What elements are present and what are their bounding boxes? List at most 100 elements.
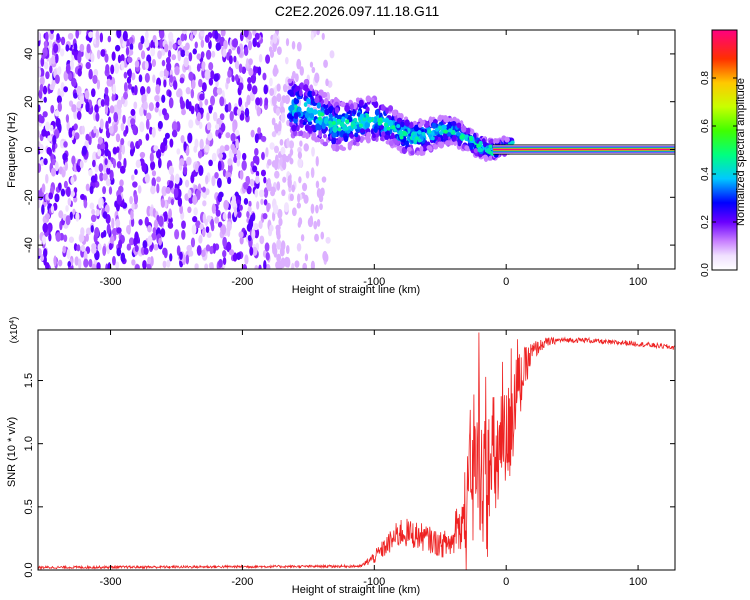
noise-cell — [271, 95, 277, 107]
noise-cell — [158, 215, 164, 227]
signal-cell — [307, 127, 313, 133]
noise-cell — [269, 87, 275, 97]
noise-cell — [91, 208, 96, 215]
noise-cell — [172, 43, 177, 50]
noise-cell — [253, 222, 259, 231]
noise-cell — [297, 221, 302, 228]
noise-cell — [227, 176, 232, 185]
signal-cell — [365, 106, 370, 113]
noise-cell — [66, 248, 71, 260]
noise-cell — [215, 42, 221, 51]
noise-cell — [232, 38, 239, 48]
noise-cell — [128, 36, 134, 44]
noise-cell — [206, 231, 212, 238]
noise-cell — [239, 169, 244, 180]
signal-cell — [316, 102, 322, 109]
noise-cell — [63, 86, 69, 93]
noise-cell — [205, 49, 212, 60]
noise-cell — [130, 210, 134, 221]
noise-cell — [160, 142, 166, 154]
noise-cell — [265, 54, 271, 64]
noise-cell — [99, 32, 104, 43]
noise-cell — [78, 50, 83, 58]
noise-cell — [54, 193, 60, 203]
noise-cell — [201, 61, 206, 72]
signal-cell — [409, 121, 414, 128]
noise-cell — [233, 207, 238, 218]
noise-cell — [222, 236, 227, 248]
noise-cell — [90, 88, 96, 98]
noise-cell — [43, 248, 48, 258]
noise-cell — [236, 252, 242, 261]
colorbar-tick-label: 0.8 — [700, 71, 711, 85]
noise-cell — [247, 77, 252, 84]
signal-peak — [358, 123, 363, 128]
noise-cell — [120, 252, 126, 263]
noise-cell — [279, 138, 284, 146]
signal-cell — [332, 125, 338, 133]
signal-cell — [504, 136, 510, 143]
signal-cell — [316, 137, 321, 143]
snr-x-tick-label: 100 — [629, 576, 647, 588]
noise-cell — [168, 41, 173, 50]
noise-cell — [278, 120, 282, 132]
noise-cell — [171, 121, 178, 132]
signal-cell — [419, 145, 424, 152]
noise-cell — [38, 248, 42, 256]
noise-cell — [42, 111, 48, 118]
chart-title: C2E2.2026.097.11.18.G11 — [275, 3, 440, 19]
spectrogram-image — [38, 30, 675, 269]
noise-cell — [158, 109, 162, 117]
noise-cell — [45, 262, 50, 269]
noise-cell — [135, 264, 140, 269]
noise-cell — [245, 175, 249, 184]
noise-cell — [200, 30, 205, 37]
noise-cell — [81, 145, 88, 155]
noise-cell — [77, 68, 82, 77]
noise-cell — [79, 43, 85, 53]
noise-cell — [274, 154, 279, 165]
noise-cell — [179, 158, 185, 167]
noise-cell — [88, 68, 93, 80]
noise-cell — [131, 174, 135, 181]
noise-cell — [179, 204, 184, 215]
noise-cell — [139, 85, 146, 96]
noise-cell — [321, 176, 327, 183]
noise-cell — [202, 213, 206, 224]
noise-cell — [300, 234, 305, 242]
noise-cell — [276, 83, 281, 92]
noise-cell — [254, 147, 259, 156]
noise-cell — [257, 66, 262, 76]
noise-cell — [212, 111, 218, 122]
colorbar-label: Normalized spectral amplitude — [735, 78, 747, 226]
noise-cell — [53, 255, 57, 267]
noise-cell — [138, 41, 143, 51]
noise-cell — [284, 94, 291, 105]
signal-cell — [299, 82, 304, 89]
signal-cell — [328, 105, 334, 111]
noise-cell — [319, 203, 323, 211]
noise-cell — [94, 227, 100, 238]
noise-cell — [96, 49, 101, 60]
noise-cell — [168, 31, 174, 42]
noise-cell — [112, 147, 118, 155]
noise-cell — [194, 263, 199, 269]
signal-cell — [305, 132, 310, 140]
signal-cell — [460, 125, 467, 133]
signal-cell — [321, 93, 326, 99]
noise-cell — [166, 62, 172, 72]
signal-peak — [353, 117, 358, 122]
noise-cell — [83, 199, 88, 209]
signal-cell — [469, 128, 475, 135]
noise-cell — [43, 158, 48, 166]
noise-cell — [154, 221, 159, 228]
noise-cell — [63, 141, 68, 148]
noise-cell — [116, 194, 122, 205]
noise-cell — [71, 155, 76, 165]
noise-cell — [176, 88, 183, 97]
noise-cell — [174, 229, 180, 240]
signal-peak — [396, 124, 401, 129]
noise-cell — [160, 198, 165, 208]
signal-cell — [311, 134, 317, 141]
signal-cell — [494, 138, 500, 144]
